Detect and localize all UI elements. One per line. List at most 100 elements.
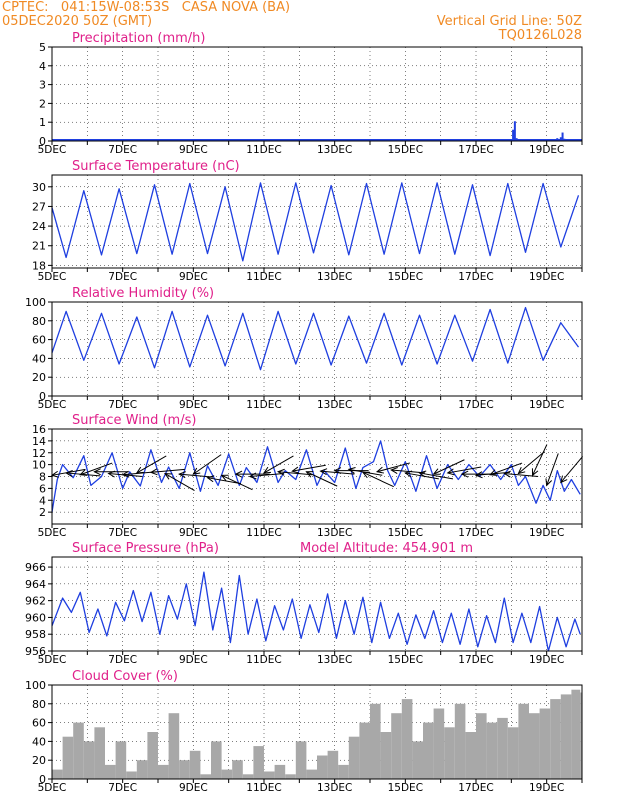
panel-6-cloud-bar — [105, 764, 116, 779]
panel-6-cloud-bar — [136, 760, 148, 779]
panel-4-xtick-label: 17DEC — [458, 527, 493, 539]
panel-2-xtick-label: 11DEC — [246, 271, 281, 283]
chart-header: CPTEC: 041:15W-08:53S CASA NOVA (BA) 05D… — [0, 0, 618, 46]
panel-3-ytick-label: 40 — [32, 352, 46, 365]
wind-arrow-shaft — [193, 454, 222, 475]
panel-6-cloud-bar — [147, 732, 158, 779]
wind-arrow-head — [489, 469, 498, 476]
wind-arrow-head — [432, 468, 441, 475]
panel-6-cloud-bar — [359, 722, 370, 779]
panel-6-cloud-bar — [560, 694, 572, 779]
wind-arrow-head — [206, 475, 215, 483]
header-model-code: TQ0126L028 — [498, 28, 582, 43]
panel-6-xtick-label: 7DEC — [108, 782, 137, 794]
panel-6-cloud-bar — [348, 736, 360, 779]
panel-2-ytick-label: 24 — [32, 220, 46, 233]
wind-arrow-head — [418, 470, 427, 478]
panel-6-ytick-label: 40 — [32, 735, 46, 748]
panel-2-ytick-label: 18 — [32, 259, 46, 272]
wind-arrow-head — [79, 469, 88, 476]
panel-3-xtick-label: 19DEC — [529, 399, 564, 411]
panel-4-ytick-label: 16 — [32, 423, 46, 436]
panel-5-ytick-label: 964 — [25, 578, 46, 591]
panel-3-xtick-label: 15DEC — [388, 399, 423, 411]
panel-3-ytick-label: 60 — [32, 334, 46, 347]
panel-4-xtick-label: 13DEC — [317, 527, 352, 539]
panel-6-xtick-label: 9DEC — [179, 782, 208, 794]
wind-arrow-head — [291, 466, 300, 474]
panel-3-frame — [51, 301, 583, 397]
panel-1-xtick-label: 17DEC — [458, 144, 493, 156]
header-grid-line-note: Vertical Grid Line: 50Z — [436, 14, 582, 29]
panel-3-xtick-label: 7DEC — [108, 399, 137, 411]
panel-6-cloud-bar — [253, 746, 264, 779]
panel-6-cloud-bar — [317, 755, 328, 779]
panel-6-cloud-bar — [232, 760, 243, 779]
panel-2-xtick-label: 15DEC — [388, 271, 423, 283]
panel-1-ytick-label: 1 — [39, 116, 46, 129]
panel-1-ytick-label: 2 — [39, 97, 46, 110]
wind-arrow-head — [319, 468, 328, 476]
wind-arrow-shaft — [489, 462, 523, 476]
wind-arrow-shaft — [447, 466, 482, 474]
wind-arrow-head — [531, 468, 539, 477]
panel-6-cloud-bar — [62, 736, 74, 779]
panel-6-cloud-bar — [370, 703, 381, 779]
wind-arrow-shaft — [419, 472, 454, 480]
panel-6-cloud-bar — [306, 769, 317, 779]
panel-2-ytick-label: 30 — [32, 181, 46, 194]
panel-6-cloud-bar — [444, 727, 455, 779]
panel-3-xtick-label: 9DEC — [179, 399, 208, 411]
panel-6-xtick-label: 19DEC — [529, 782, 564, 794]
panel-6-cloud-bar — [189, 750, 201, 779]
panel-6-cloud-bar — [242, 774, 254, 779]
wind-arrow-head — [107, 470, 116, 478]
wind-arrow-head — [305, 471, 314, 478]
panel-2-xtick-label: 17DEC — [458, 271, 493, 283]
wind-arrow-shaft — [80, 462, 113, 476]
panel-6-cloud-bar — [285, 774, 296, 779]
panel-5-ytick-label: 958 — [25, 628, 46, 641]
panel-5-xtick-label: 17DEC — [458, 654, 493, 666]
panel-3-xtick-label: 11DEC — [246, 399, 281, 411]
panel-6-cloud-bar — [295, 741, 307, 779]
panel-6-cloud-bar — [338, 764, 349, 779]
panel-4-frame — [51, 428, 583, 525]
panel-6-cloud-bar — [518, 703, 529, 779]
panel-5-subtitle: Model Altitude: 454.901 m — [300, 541, 473, 556]
panel-1-xtick-label: 19DEC — [529, 144, 564, 156]
wind-arrow-head — [375, 466, 385, 474]
panel-6-xtick-label: 17DEC — [458, 782, 493, 794]
panel-4-ytick-label: 14 — [32, 435, 46, 448]
wind-arrow-head — [503, 470, 511, 478]
panel-3-title: Relative Humidity (%) — [72, 286, 214, 301]
panel-2-frame — [51, 174, 583, 269]
panel-6-cloud-bar — [94, 727, 105, 779]
panel-6-cloud-bar — [486, 722, 498, 779]
panel-6-cloud-bar — [465, 732, 476, 779]
panel-6-xtick-label: 15DEC — [388, 782, 423, 794]
wind-arrow-shaft — [136, 455, 167, 474]
wind-arrow-shaft — [433, 459, 465, 475]
panel-3-series-line — [51, 306, 580, 371]
panel-5-frame — [51, 556, 583, 652]
wind-arrow-head — [220, 474, 229, 482]
panel-2-ytick-label: 27 — [32, 200, 46, 213]
panel-6-cloud-bar — [497, 717, 508, 779]
panel-4-ytick-label: 12 — [32, 447, 46, 460]
wind-arrow-shaft — [405, 472, 439, 480]
panel-5-xtick-label: 7DEC — [108, 654, 137, 666]
panel-3-ytick-label: 80 — [32, 315, 46, 328]
panel-6-cloud-bar — [571, 689, 581, 779]
panel-3-xtick-label: 13DEC — [317, 399, 352, 411]
panel-6-cloud-bar — [211, 741, 222, 779]
panel-1-title: Precipitation (mm/h) — [72, 31, 205, 46]
panel-5-ytick-label: 956 — [25, 645, 46, 658]
wind-arrow-shaft — [546, 453, 559, 486]
panel-6-xtick-label: 11DEC — [246, 782, 281, 794]
panel-4-xtick-label: 15DEC — [388, 527, 423, 539]
wind-arrow-head — [149, 468, 158, 476]
panel-6-cloud-bar — [550, 699, 561, 779]
wind-arrow-shaft — [532, 444, 548, 476]
